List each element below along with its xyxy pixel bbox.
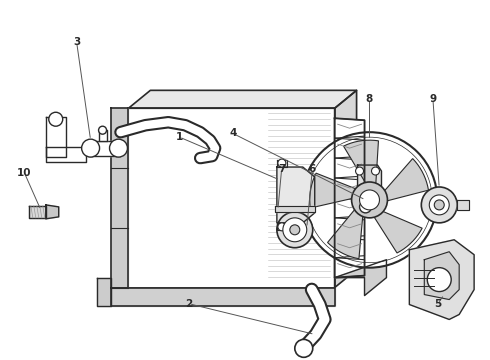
Polygon shape: [310, 173, 358, 208]
Polygon shape: [424, 252, 459, 300]
Polygon shape: [335, 198, 365, 218]
Polygon shape: [111, 108, 128, 288]
Polygon shape: [457, 200, 469, 210]
Text: 9: 9: [429, 94, 437, 104]
Circle shape: [427, 268, 451, 292]
Text: 4: 4: [229, 129, 237, 138]
Polygon shape: [46, 205, 59, 219]
Circle shape: [278, 223, 286, 231]
Circle shape: [290, 225, 300, 235]
Polygon shape: [335, 218, 365, 238]
Polygon shape: [89, 141, 121, 156]
Polygon shape: [327, 208, 363, 259]
Circle shape: [356, 167, 364, 175]
Polygon shape: [358, 165, 382, 203]
Polygon shape: [277, 160, 287, 167]
Text: 6: 6: [309, 164, 316, 174]
Circle shape: [434, 200, 444, 210]
Polygon shape: [97, 278, 111, 306]
Polygon shape: [29, 206, 46, 218]
Polygon shape: [335, 238, 365, 258]
Polygon shape: [335, 260, 387, 296]
Polygon shape: [335, 138, 365, 158]
Polygon shape: [335, 258, 365, 278]
Circle shape: [110, 139, 127, 157]
Polygon shape: [383, 158, 428, 201]
Circle shape: [371, 167, 379, 175]
Circle shape: [307, 137, 432, 263]
Text: 10: 10: [17, 168, 32, 178]
Circle shape: [82, 139, 99, 157]
Circle shape: [278, 159, 286, 167]
Text: 5: 5: [434, 299, 441, 309]
Circle shape: [277, 212, 313, 248]
Polygon shape: [361, 195, 370, 205]
Circle shape: [352, 182, 388, 218]
Text: 7: 7: [278, 164, 285, 174]
Circle shape: [295, 339, 313, 357]
Circle shape: [49, 112, 63, 126]
Circle shape: [98, 126, 106, 134]
Text: 8: 8: [366, 94, 373, 104]
Polygon shape: [277, 167, 315, 223]
Text: 3: 3: [73, 37, 80, 47]
Polygon shape: [373, 211, 422, 253]
Polygon shape: [128, 90, 357, 108]
Circle shape: [429, 195, 449, 215]
Polygon shape: [409, 240, 474, 319]
Circle shape: [283, 218, 307, 242]
Polygon shape: [343, 140, 378, 185]
Polygon shape: [46, 147, 86, 162]
Circle shape: [360, 201, 371, 213]
Polygon shape: [46, 117, 66, 157]
Circle shape: [360, 190, 379, 210]
Circle shape: [302, 132, 437, 268]
Text: 2: 2: [185, 299, 193, 309]
Text: 1: 1: [175, 132, 183, 142]
Polygon shape: [335, 118, 365, 138]
Polygon shape: [98, 130, 106, 141]
Polygon shape: [335, 158, 365, 178]
Polygon shape: [128, 108, 335, 288]
Polygon shape: [335, 178, 365, 198]
Polygon shape: [111, 288, 335, 306]
Polygon shape: [277, 223, 287, 230]
Circle shape: [421, 187, 457, 223]
Polygon shape: [335, 90, 357, 288]
Polygon shape: [275, 206, 315, 212]
